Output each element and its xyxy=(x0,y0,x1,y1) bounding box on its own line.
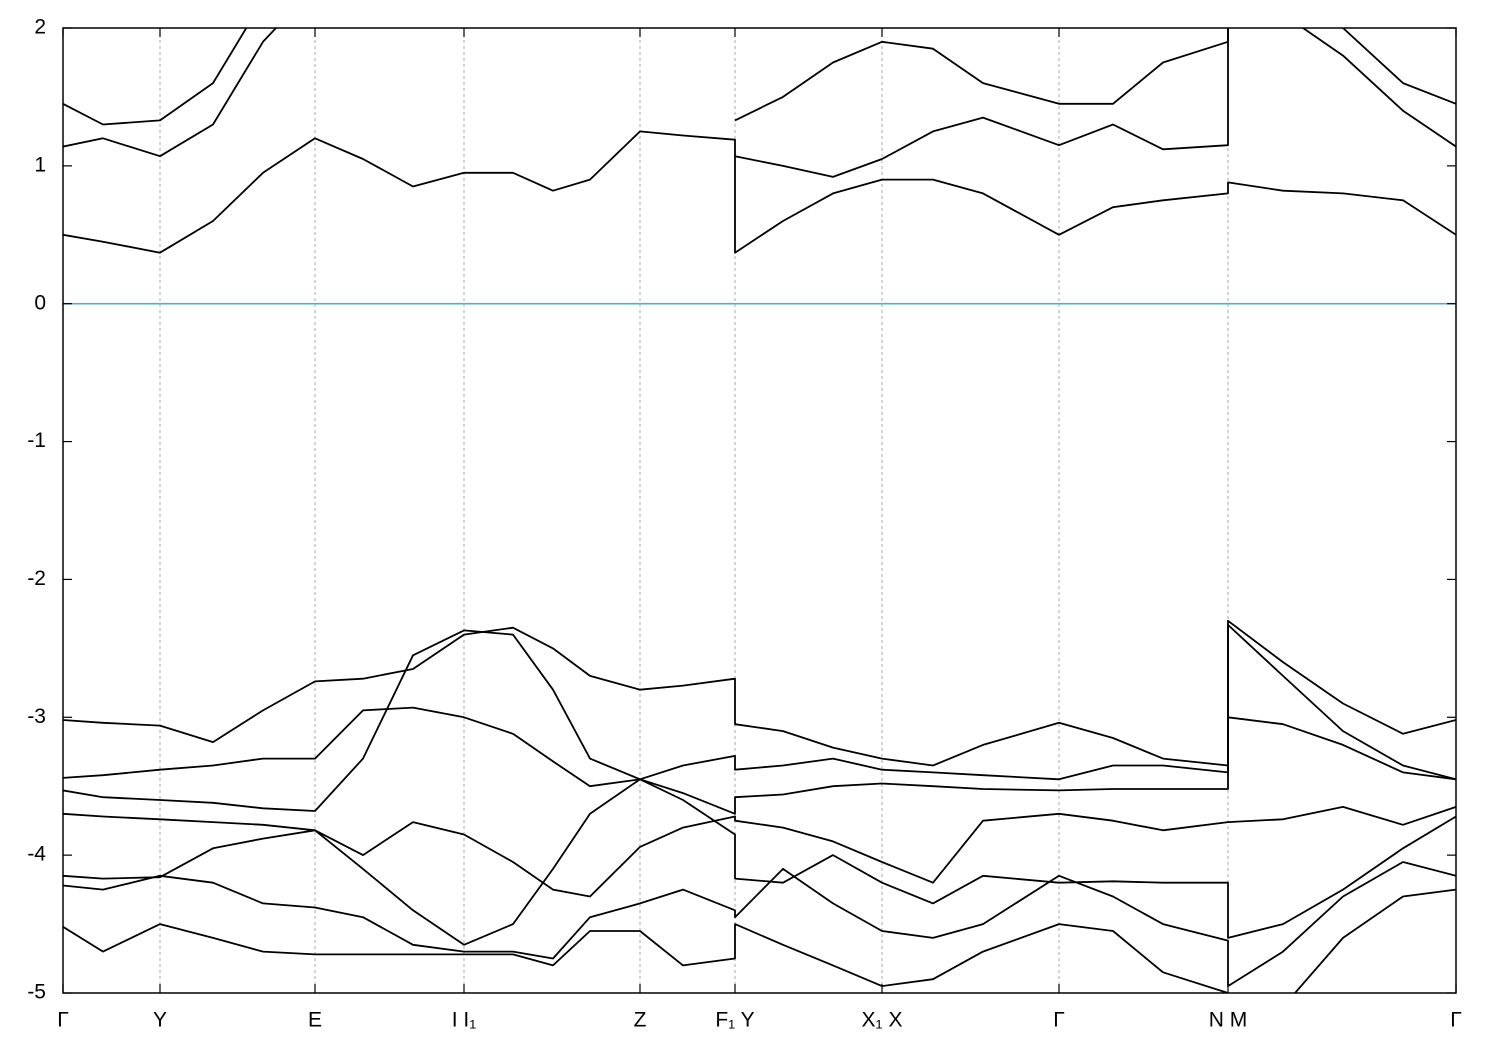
x-tick-label: Z xyxy=(634,1009,647,1032)
x-tick-label: Y xyxy=(153,1009,167,1032)
y-tick-label: 0 xyxy=(34,291,46,314)
x-tick-label: Γ xyxy=(1053,1009,1065,1032)
y-tick-label: -4 xyxy=(27,843,46,866)
y-tick-label: 2 xyxy=(34,16,46,39)
band xyxy=(63,28,1456,178)
x-tick-label: I I₁ xyxy=(452,1009,477,1032)
x-tick-label: E xyxy=(308,1009,322,1032)
band xyxy=(63,130,1456,254)
plot-frame xyxy=(62,27,1457,994)
grid xyxy=(63,28,1456,993)
band xyxy=(63,778,1456,946)
band xyxy=(63,28,1456,126)
band xyxy=(63,888,1456,993)
x-tick-label: N M xyxy=(1209,1009,1248,1032)
x-tick-label: F₁ Y xyxy=(715,1009,754,1032)
x-tick-label: X₁ X xyxy=(862,1009,903,1032)
band xyxy=(63,806,1456,898)
x-tick-label: Γ xyxy=(1450,1009,1462,1032)
y-tick-label: -2 xyxy=(27,567,46,590)
y-tick-label: -3 xyxy=(27,705,46,728)
bands xyxy=(63,28,1456,993)
y-tick-label: -1 xyxy=(27,429,46,452)
band xyxy=(63,861,1456,987)
y-tick-label: -5 xyxy=(27,981,46,1004)
y-tick-label: 1 xyxy=(34,153,46,176)
band xyxy=(63,629,1456,815)
x-tick-label: Γ xyxy=(57,1009,69,1032)
